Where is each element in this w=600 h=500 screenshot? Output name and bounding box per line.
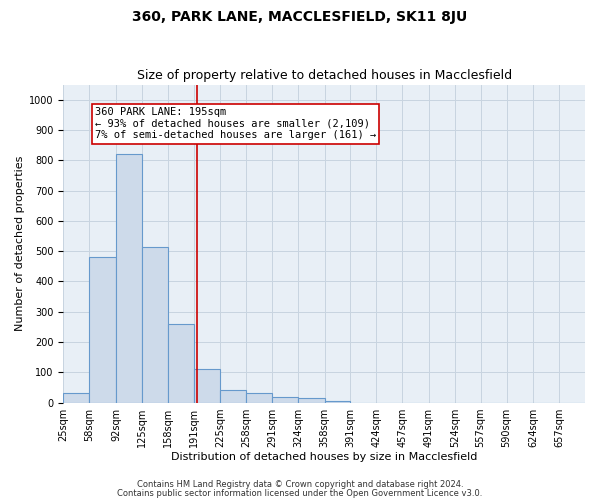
Bar — [116, 154, 142, 402]
Bar — [194, 370, 220, 402]
Bar — [246, 394, 272, 402]
Bar — [168, 324, 194, 402]
X-axis label: Distribution of detached houses by size in Macclesfield: Distribution of detached houses by size … — [171, 452, 478, 462]
Text: Contains HM Land Registry data © Crown copyright and database right 2024.: Contains HM Land Registry data © Crown c… — [137, 480, 463, 489]
Bar — [220, 390, 246, 402]
Text: 360, PARK LANE, MACCLESFIELD, SK11 8JU: 360, PARK LANE, MACCLESFIELD, SK11 8JU — [133, 10, 467, 24]
Text: 360 PARK LANE: 195sqm
← 93% of detached houses are smaller (2,109)
7% of semi-de: 360 PARK LANE: 195sqm ← 93% of detached … — [95, 108, 376, 140]
Bar — [325, 401, 350, 402]
Bar — [298, 398, 325, 402]
Bar — [64, 394, 89, 402]
Title: Size of property relative to detached houses in Macclesfield: Size of property relative to detached ho… — [137, 69, 512, 82]
Text: Contains public sector information licensed under the Open Government Licence v3: Contains public sector information licen… — [118, 488, 482, 498]
Bar — [272, 396, 298, 402]
Bar — [142, 246, 168, 402]
Bar — [89, 257, 116, 402]
Y-axis label: Number of detached properties: Number of detached properties — [15, 156, 25, 332]
